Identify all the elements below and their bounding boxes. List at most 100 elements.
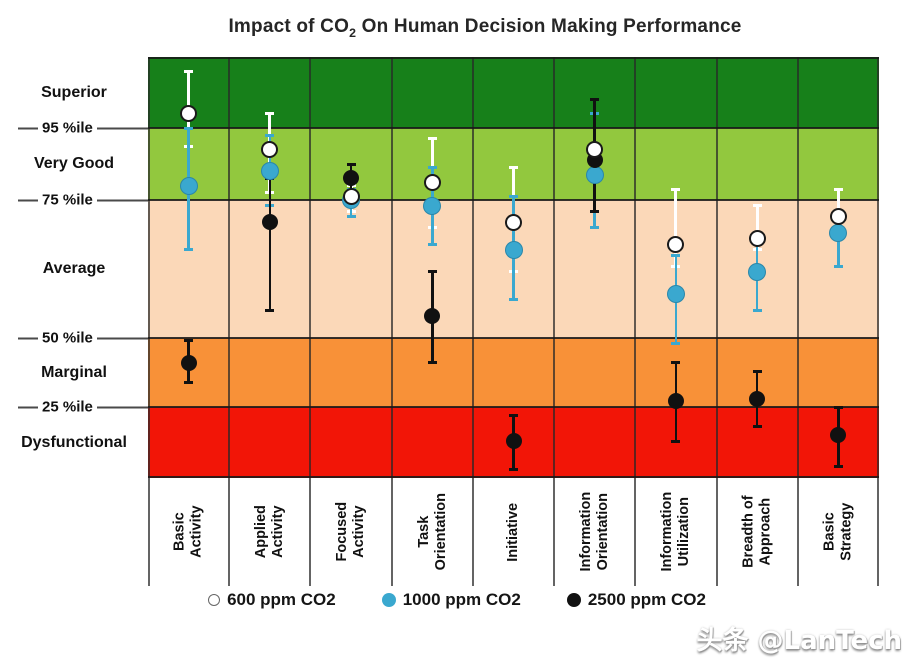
band-boundary-line <box>148 127 879 129</box>
x-label-task-orientation: Task Orientation <box>415 493 449 571</box>
tick-line <box>18 199 38 201</box>
x-label-cell-initiative: Initiative <box>473 480 554 584</box>
y-tick-label: 50 %ile <box>42 329 93 347</box>
grid-line <box>309 57 312 478</box>
error-cap-1000-ppm-co2 <box>671 342 681 346</box>
x-label-cell-breadth-of-approach: Breadth of Approach <box>717 480 798 584</box>
point-2500-ppm-co2-initiative <box>505 433 522 450</box>
error-cap-2500-ppm-co2 <box>833 405 843 409</box>
error-cap-1000-ppm-co2 <box>427 242 437 246</box>
grid-line <box>715 57 718 478</box>
grid-line <box>796 478 799 586</box>
point-600-ppm-co2-applied-activity <box>261 141 279 159</box>
point-1000-ppm-co2-basic-activity <box>179 176 198 195</box>
band-superior <box>148 57 879 128</box>
chart-title: Impact of CO2 On Human Decision Making P… <box>56 16 914 40</box>
error-cap-1000-ppm-co2 <box>833 264 843 268</box>
tick-line <box>96 337 148 339</box>
tick-line <box>18 127 38 129</box>
x-label-basic-activity: Basic Activity <box>171 505 205 559</box>
point-600-ppm-co2-information-orientation <box>586 141 604 159</box>
point-600-ppm-co2-information-utilization <box>667 235 685 253</box>
x-label-focused-activity: Focused Activity <box>334 502 368 562</box>
grid-line <box>715 478 718 586</box>
error-cap-2500-ppm-co2 <box>752 425 762 429</box>
x-label-cell-task-orientation: Task Orientation <box>392 480 473 584</box>
tick-line <box>96 199 148 201</box>
error-bar-600-ppm-co2 <box>674 189 678 267</box>
error-cap-1000-ppm-co2 <box>184 248 194 252</box>
error-cap-2500-ppm-co2 <box>671 361 681 365</box>
y-band-label-superior: Superior <box>41 83 107 101</box>
error-cap-2500-ppm-co2 <box>671 439 681 443</box>
error-cap-600-ppm-co2 <box>265 112 275 116</box>
band-boundary-line <box>148 337 879 339</box>
error-cap-2500-ppm-co2 <box>590 98 600 102</box>
error-cap-1000-ppm-co2 <box>509 297 518 301</box>
grid-line <box>228 478 231 586</box>
legend-label: 2500 ppm CO2 <box>587 590 706 609</box>
x-label-cell-basic-activity: Basic Activity <box>148 480 229 584</box>
grid-line <box>148 57 150 478</box>
error-cap-600-ppm-co2 <box>184 69 194 73</box>
error-cap-1000-ppm-co2 <box>671 253 681 257</box>
tick-line <box>18 337 38 339</box>
legend-marker-600-ppm-co2 <box>208 594 221 606</box>
point-2500-ppm-co2-information-utilization <box>667 393 684 410</box>
plot-area <box>148 57 879 478</box>
tick-line <box>96 127 148 129</box>
band-boundary-line <box>148 57 879 59</box>
y-tick-25-ile: 25 %ile <box>18 399 148 416</box>
error-cap-1000-ppm-co2 <box>346 215 356 219</box>
legend-marker-2500-ppm-co2 <box>566 593 581 607</box>
point-1000-ppm-co2-task-orientation <box>423 196 442 215</box>
x-label-cell-information-utilization: Information Utilization <box>635 480 716 584</box>
legend: 600 ppm CO2 1000 ppm CO2 2500 ppm CO2 <box>0 590 914 610</box>
grid-line <box>553 57 556 478</box>
point-1000-ppm-co2-information-orientation <box>585 165 604 184</box>
grid-line <box>877 57 879 478</box>
point-2500-ppm-co2-task-orientation <box>424 307 441 324</box>
point-2500-ppm-co2-basic-strategy <box>830 427 847 444</box>
tick-line <box>96 406 148 408</box>
y-tick-label: 25 %ile <box>42 398 93 416</box>
grid-line <box>877 478 879 586</box>
y-band-label-average: Average <box>42 260 106 277</box>
grid-line <box>471 57 474 478</box>
error-cap-2500-ppm-co2 <box>833 465 843 469</box>
point-1000-ppm-co2-applied-activity <box>260 162 279 181</box>
legend-label: 600 ppm CO2 <box>227 590 336 609</box>
grid-line <box>634 478 637 586</box>
error-cap-2500-ppm-co2 <box>346 162 356 166</box>
point-2500-ppm-co2-focused-activity <box>343 170 360 187</box>
point-1000-ppm-co2-information-utilization <box>666 284 685 303</box>
x-label-cell-information-orientation: Information Orientation <box>554 480 635 584</box>
point-600-ppm-co2-focused-activity <box>342 187 360 205</box>
error-cap-1000-ppm-co2 <box>184 126 194 130</box>
error-cap-2500-ppm-co2 <box>509 467 518 471</box>
grid-line <box>796 57 799 478</box>
error-cap-1000-ppm-co2 <box>752 308 762 312</box>
error-cap-2500-ppm-co2 <box>509 414 518 418</box>
y-tick-label: 75 %ile <box>42 191 93 209</box>
band-marginal <box>148 338 879 407</box>
band-boundary-line <box>148 476 879 478</box>
legend-item-1000-ppm-co2: 1000 ppm CO2 <box>381 590 521 610</box>
point-600-ppm-co2-initiative <box>505 213 522 231</box>
error-cap-600-ppm-co2 <box>752 204 762 208</box>
x-label-initiative: Initiative <box>505 502 522 562</box>
error-cap-1000-ppm-co2 <box>509 194 518 198</box>
band-boundary-line <box>148 406 879 408</box>
legend-label: 1000 ppm CO2 <box>402 590 521 609</box>
error-cap-600-ppm-co2 <box>509 166 518 170</box>
grid-line <box>148 478 150 586</box>
x-label-cell-applied-activity: Applied Activity <box>229 480 310 584</box>
point-2500-ppm-co2-breadth-of-approach <box>749 390 766 407</box>
title-text: Impact of CO <box>228 16 350 37</box>
grid-line <box>634 57 637 478</box>
grid-line <box>471 478 474 586</box>
y-tick-label: 95 %ile <box>42 119 93 137</box>
error-cap-600-ppm-co2 <box>833 187 843 191</box>
legend-item-600-ppm-co2: 600 ppm CO2 <box>208 590 336 610</box>
